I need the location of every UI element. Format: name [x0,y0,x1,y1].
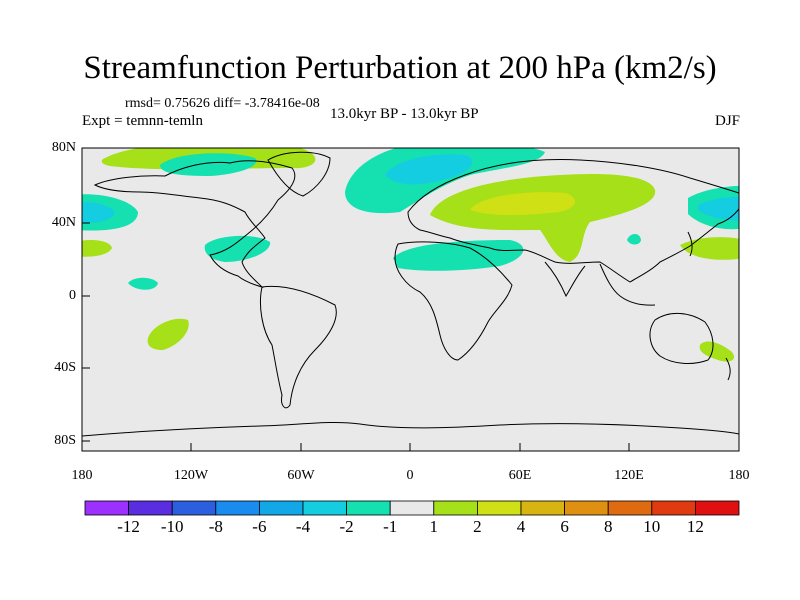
negative-anomaly-central-pacific [128,277,158,290]
lat-label-40n: 40N [51,215,76,230]
lon-label-180w: 180 [71,468,93,483]
lat-label-0: 0 [69,288,76,303]
colorbar-swatch [302,500,347,516]
colorbar-label: 8 [603,517,613,536]
coastlines [82,151,739,437]
colorbar-swatch [564,500,609,516]
positive-anomaly-west-pacific [82,240,112,257]
lon-label-180e: 180 [728,468,750,483]
coast-antarctica [82,421,739,437]
lon-label-0: 0 [406,468,414,483]
positive-anomaly-tasman [699,341,735,362]
positive-anomaly-eurasia [430,173,656,262]
colorbar-swatch [607,500,653,516]
experiment-label: Expt = temnn-temln [82,113,203,129]
negative-anomaly-gulf [204,235,271,262]
colorbar-label: 10 [643,517,661,536]
colorbar-label: -12 [117,517,140,536]
map-title: Streamfunction Perturbation at 200 hPa (… [83,50,717,86]
lat-label-80s: 80S [54,433,76,448]
coast-south-america [259,285,337,409]
colorbar-swatch [433,500,478,516]
colorbar-swatch [128,500,173,516]
coast-japan [687,231,693,257]
coast-australia [649,313,714,364]
stats-label: rmsd= 0.75626 diff= -3.78416e-08 [125,96,320,111]
coast-greenland [267,151,331,197]
coast-north-america [93,160,296,289]
colorbar-swatch [520,500,565,516]
colorbar-label: 2 [473,517,482,536]
negative-anomaly-north-atlantic-core [385,154,473,185]
colorbar-label: 4 [516,517,526,536]
colorbar-label: -8 [208,517,223,536]
colorbar-label: -1 [383,517,398,536]
colorbar-swatch [215,500,260,516]
negative-anomaly-east-pacific-core [82,202,115,223]
coast-southeast-asia [599,263,656,306]
colorbar-swatch [258,500,304,516]
colorbar-label: 6 [560,517,569,536]
lon-label-120e: 120E [614,468,644,483]
lat-label-40s: 40S [54,360,76,375]
colorbar-swatch [476,500,522,516]
lon-label-120w: 120W [173,468,209,483]
period-label: 13.0kyr BP - 13.0kyr BP [330,106,479,122]
colorbar-label: -2 [339,517,354,536]
colorbar-label: -4 [295,517,311,536]
negative-anomaly-north-atlantic [345,148,545,214]
colorbar-swatch [651,500,696,516]
colorbar-swatch [171,500,217,516]
lat-label-80n: 80N [51,140,76,155]
colorbar-label: 12 [686,517,704,536]
colorbar-swatch [695,500,740,516]
season-label: DJF [714,113,740,129]
colorbar [84,500,740,516]
colorbar-label: -6 [252,517,267,536]
lon-label-60w: 60W [287,468,315,483]
coast-africa [394,241,513,361]
axis-ticks [81,147,740,451]
negative-anomaly-west-pacific-core [698,196,739,221]
coast-india [544,261,586,298]
negative-anomaly-east-asia [627,234,641,245]
colorbar-swatch [346,500,391,516]
positive-anomaly-south-pacific [147,318,189,350]
negative-anomaly-arctic [160,153,257,176]
colorbar-label: 1 [429,517,439,536]
colorbar-swatch [389,500,435,516]
lon-label-60e: 60E [508,468,532,483]
coast-new-zealand [725,357,731,381]
coast-eurasia [407,159,739,283]
positive-anomaly-eurasia-core [470,192,576,216]
colorbar-label: -10 [160,517,184,536]
colorbar-swatch [84,500,129,516]
